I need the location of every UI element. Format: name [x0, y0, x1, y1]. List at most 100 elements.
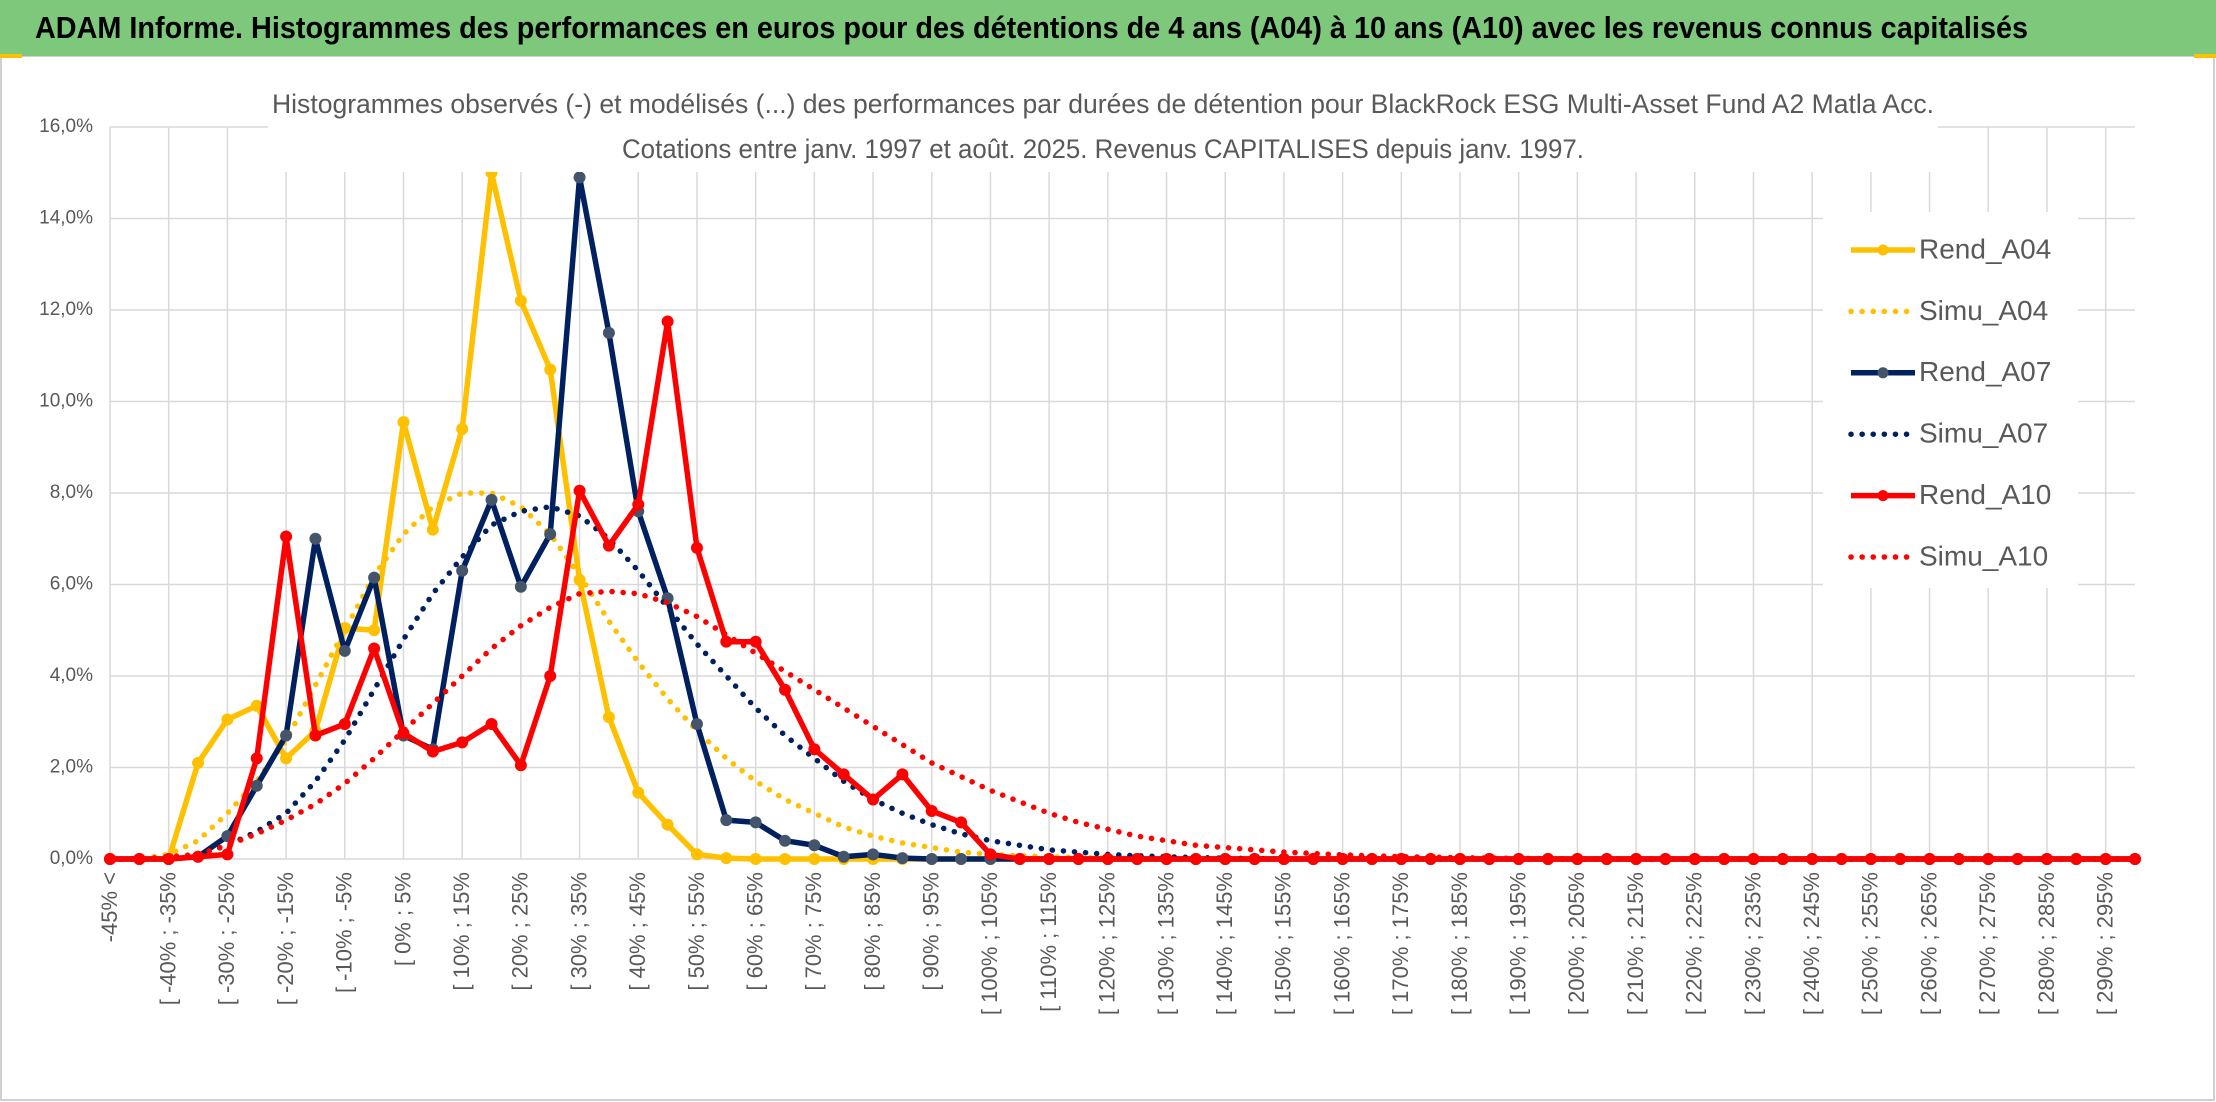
data-point — [749, 816, 762, 829]
legend-marker — [1877, 367, 1889, 379]
x-tick-label: [ 180% ; 185% — [1447, 872, 1472, 1015]
data-point — [573, 484, 586, 497]
x-tick-label: [ 70% ; 75% — [801, 872, 826, 991]
x-tick-label: [ 210% ; 215% — [1623, 872, 1648, 1015]
data-point — [955, 853, 968, 865]
y-tick-label: 4,0% — [50, 665, 93, 686]
data-point — [602, 539, 615, 552]
data-point — [690, 718, 703, 731]
data-point — [837, 768, 850, 781]
data-point — [1307, 853, 1320, 865]
x-tick-label: [ 250% ; 255% — [1858, 872, 1883, 1015]
data-point — [544, 363, 557, 376]
x-tick-label: [ 130% ; 135% — [1153, 872, 1178, 1015]
data-point — [573, 171, 586, 184]
x-tick-label: [ 160% ; 165% — [1329, 872, 1354, 1015]
data-point — [338, 718, 351, 731]
header-title: ADAM Informe. Histogrammes des performan… — [35, 10, 2028, 45]
data-point — [925, 853, 938, 865]
data-point — [456, 564, 469, 577]
data-point — [779, 683, 791, 696]
data-point — [280, 530, 293, 543]
data-point — [720, 814, 733, 827]
data-point — [1043, 853, 1056, 865]
x-tick-label: [ 200% ; 205% — [1564, 872, 1589, 1015]
data-point — [896, 768, 909, 781]
data-point — [250, 752, 263, 765]
x-tick-label: [ 0% ; 5% — [390, 872, 415, 966]
data-point — [280, 729, 293, 742]
data-point — [808, 743, 821, 756]
x-tick-label: [ 30% ; 35% — [566, 872, 591, 991]
x-tick-label: [ 290% ; 295% — [2092, 872, 2117, 1015]
title-background — [268, 84, 1938, 172]
y-tick-label: 6,0% — [50, 574, 93, 595]
data-point — [426, 523, 439, 536]
y-tick-label: 10,0% — [39, 391, 93, 412]
data-point — [749, 853, 762, 865]
legend: Rend_A04 Simu_A04 Rend_A07 Simu_A07 Rend_A10… — [1823, 212, 2078, 588]
data-point — [544, 670, 557, 682]
data-point — [280, 752, 293, 765]
x-tick-label: [ 170% ; 175% — [1388, 872, 1413, 1015]
x-tick-label: -45% < — [97, 872, 122, 942]
data-point — [1219, 853, 1232, 865]
x-tick-label: [ 100% ; 105% — [977, 872, 1002, 1015]
data-point — [338, 644, 351, 657]
x-tick-label: [ 120% ; 125% — [1095, 872, 1120, 1015]
data-point — [1131, 853, 1144, 865]
data-point — [1013, 853, 1026, 865]
corner-accent — [0, 54, 22, 58]
x-tick-label: [ -20% ; -15% — [273, 872, 298, 1005]
legend-background — [1823, 212, 2078, 588]
data-point — [368, 571, 381, 584]
x-tick-label: [ 20% ; 25% — [508, 872, 533, 991]
data-point — [749, 635, 762, 648]
data-point — [1189, 853, 1202, 865]
x-tick-label: [ -10% ; -5% — [332, 872, 357, 993]
data-point — [690, 541, 703, 554]
data-point — [2129, 853, 2141, 865]
data-point — [1277, 853, 1290, 865]
data-point — [1160, 853, 1173, 865]
data-point — [544, 528, 557, 541]
data-point — [426, 745, 439, 758]
legend-marker — [1877, 490, 1889, 502]
data-point — [309, 729, 322, 742]
data-point — [456, 422, 469, 435]
data-point — [837, 850, 850, 863]
data-point — [955, 816, 968, 829]
data-point — [309, 532, 322, 545]
x-tick-label: [ 40% ; 45% — [625, 872, 650, 991]
x-tick-label: [ 270% ; 275% — [1975, 872, 2000, 1015]
series-line — [110, 318, 2135, 862]
data-point — [867, 848, 880, 861]
data-point — [368, 642, 381, 655]
data-point — [867, 793, 880, 806]
corner-accent — [2194, 54, 2216, 58]
y-tick-label: 0,0% — [50, 848, 93, 869]
data-point — [456, 736, 469, 749]
data-point — [221, 848, 234, 861]
chart-subtitle: Cotations entre janv. 1997 et août. 2025… — [622, 134, 1584, 164]
data-point — [250, 779, 263, 792]
y-tick-label: 8,0% — [50, 482, 93, 503]
x-tick-label: [ 110% ; 115% — [1036, 872, 1061, 1012]
x-tick-label: [ 220% ; 225% — [1682, 872, 1707, 1015]
data-point — [661, 818, 674, 831]
data-point — [514, 759, 527, 772]
x-tick-label: [ 60% ; 65% — [742, 872, 767, 991]
data-point — [485, 493, 498, 506]
series-line — [107, 588, 2138, 862]
data-point — [221, 713, 234, 726]
x-tick-label: [ 230% ; 235% — [1740, 872, 1765, 1015]
data-point — [632, 498, 645, 511]
x-tick-label: [ 280% ; 285% — [2034, 872, 2059, 1015]
x-tick-label: [ 80% ; 85% — [860, 872, 885, 991]
x-tick-label: [ 10% ; 15% — [449, 872, 474, 991]
x-tick-label: [ 240% ; 245% — [1799, 872, 1824, 1015]
data-point — [1101, 853, 1114, 865]
header-bar — [0, 0, 2216, 56]
data-point — [368, 624, 381, 637]
